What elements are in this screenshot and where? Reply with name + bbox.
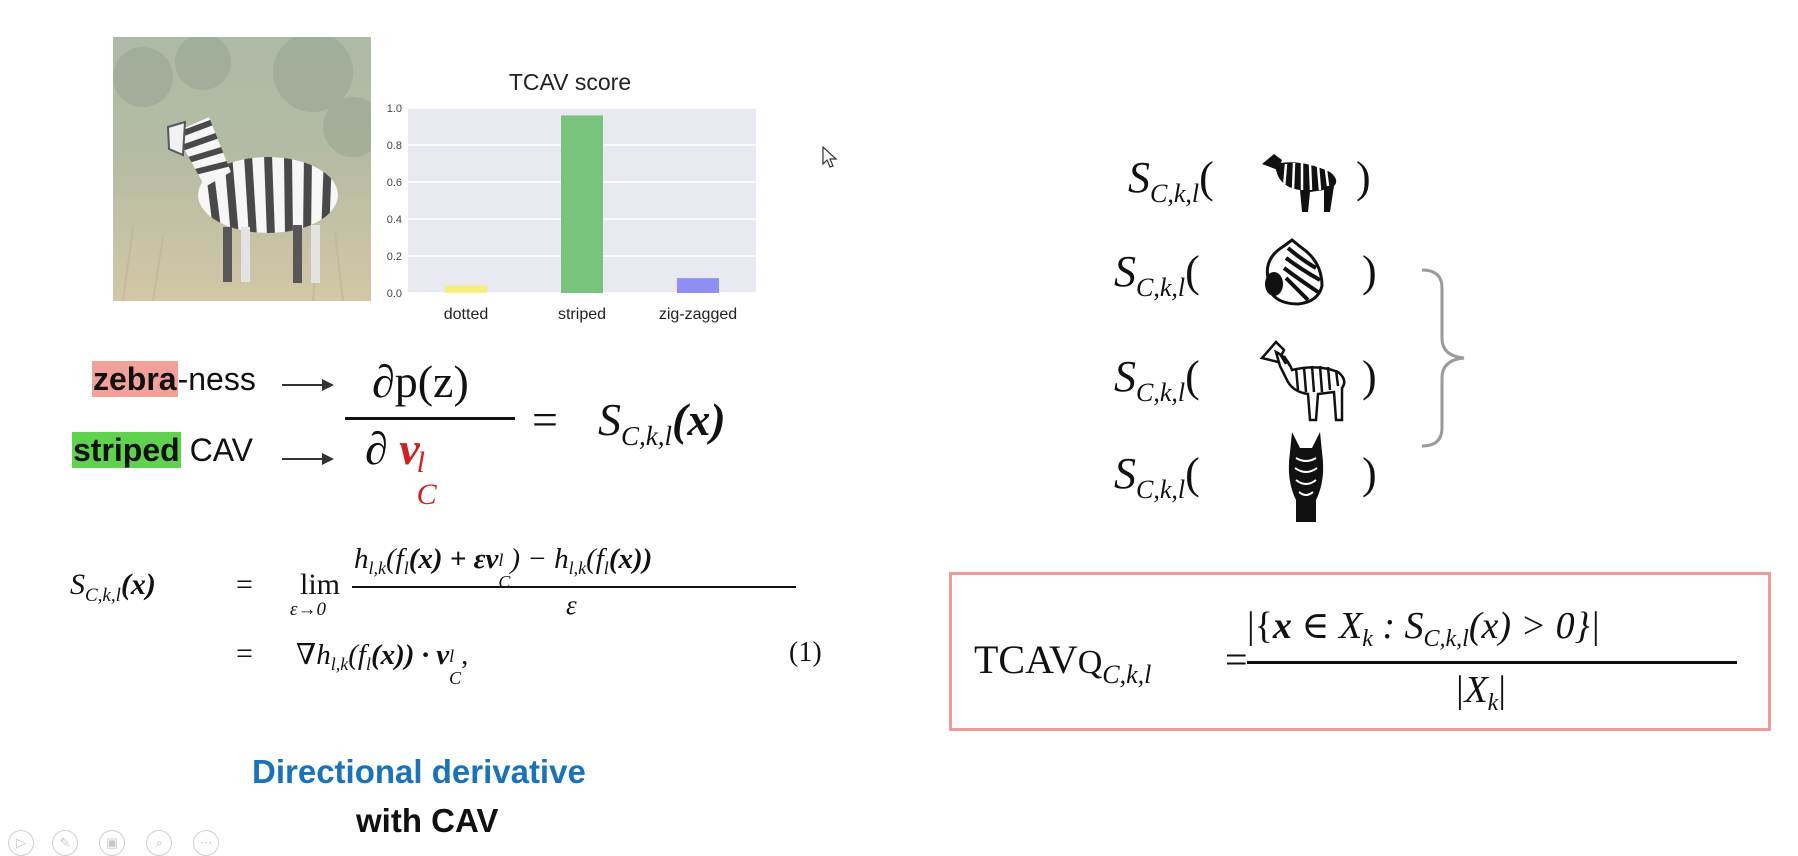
striped-cav-label: striped CAV [72,432,253,469]
eq1-fraction-bar [352,586,796,588]
tcav-score-chart: TCAV score 0.0 0.2 0.4 0.6 0.8 1.0 dotted stri… [387,69,756,323]
v-sup-l: l [416,446,425,479]
arrow-zebra-head [322,379,334,391]
tcav-numerator: |{x ∈ Xk : SC,k,l(x) > 0}| [1247,605,1601,652]
formula-equals: = [532,394,558,445]
zebra-standing-icon [1259,340,1346,422]
y-axis-ticks: 0.0 0.2 0.4 0.6 0.8 1.0 [387,103,402,300]
tcav-fraction-bar [1247,661,1737,664]
chart-title: TCAV score [509,69,631,95]
eq1-equals-2: = [236,637,253,670]
eq1-lhs: SC,k,l(x) [70,568,156,606]
play-icon[interactable]: ▷ [8,830,34,856]
eq1-lim-sub: ε→0 [290,599,326,620]
eq1-equals-1: = [236,568,253,601]
x-axis-labels: dotted striped zig-zagged [444,306,737,323]
x-tick-label: dotted [444,306,488,323]
zebra-ness-label: zebra-ness [92,361,256,398]
eq1-denominator: ε [566,590,577,620]
zoom-icon[interactable]: ⌕ [146,830,172,856]
tcav-equals: = [1225,637,1248,682]
formula-rhs: SC,k,l(x) [598,394,726,451]
zebra-photo [113,37,371,301]
y-tick-label: 0.8 [387,140,402,152]
caption-line1: Directional derivative [252,753,586,790]
arrow-cav-head [322,453,334,465]
bar-zig-zagged [677,278,719,293]
arrow-zebra-line [282,384,324,386]
bars [445,115,719,294]
tcav-lhs: TCAVQC,k,l [974,637,1152,689]
cav-text: CAV [189,432,253,468]
y-tick-label: 0.6 [387,177,402,189]
bar-striped [561,115,603,294]
zebra-highlight: zebra [92,361,178,397]
y-tick-label: 0.2 [387,251,402,263]
zebra-face-icon [1288,432,1324,522]
s-row-3: SC,k,l( ) [1114,352,1377,407]
eq1-number: (1) [789,637,822,668]
s-row-1: SC,k,l( ) [1128,153,1371,208]
bar-dotted [445,285,487,293]
v-vector: v [399,423,420,474]
save-icon[interactable]: ▣ [99,830,125,856]
y-tick-label: 0.4 [387,214,402,226]
y-tick-label: 1.0 [387,103,402,115]
eq1-lim: lim [300,568,341,601]
zebra-walking-icon [1262,154,1337,212]
tcav-formula-box [949,572,1771,731]
s-row-4: SC,k,l( ) [1114,449,1377,504]
arrow-cav-line [282,458,324,460]
pen-icon[interactable]: ✎ [52,830,78,856]
zebra-head-icon [1265,238,1324,306]
caption-line2: with CAV [356,802,499,839]
v-sub-c: C [416,478,437,511]
s-row-2: SC,k,l( ) [1114,247,1377,302]
ness-text: -ness [177,361,256,397]
mouse-cursor-icon [822,146,838,168]
y-tick-label: 0.0 [387,288,402,300]
x-tick-label: zig-zagged [659,306,737,323]
formula-numerator: ∂p(z) [372,356,469,407]
x-tick-label: striped [558,306,606,323]
curly-brace [1421,268,1465,448]
tcav-denominator: |Xk| [1454,669,1506,716]
eq1-numerator: hl,k(fl(x) + εv l C) − hl,k(fl(x)) [354,543,653,592]
striped-highlight: striped [72,432,181,468]
fraction-bar [345,417,515,420]
more-icon[interactable]: ⋯ [193,830,219,856]
